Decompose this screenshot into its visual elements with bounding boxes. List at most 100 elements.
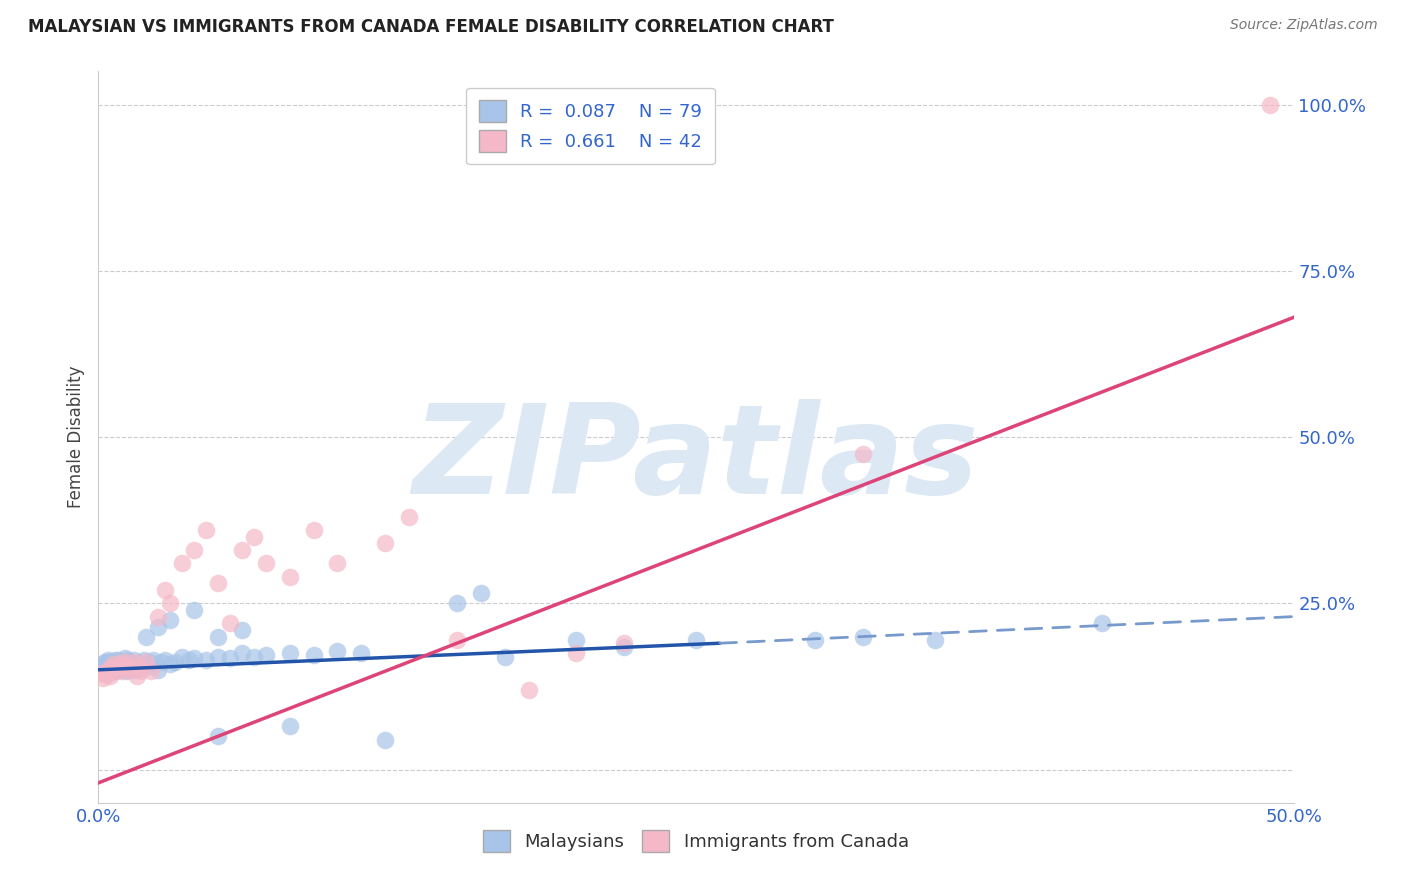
Point bbox=[179, 653, 201, 667]
Point bbox=[446, 632, 468, 647]
Point bbox=[94, 664, 117, 678]
Point bbox=[108, 661, 131, 675]
Point bbox=[128, 656, 150, 670]
Point bbox=[302, 523, 325, 537]
Point bbox=[131, 664, 153, 678]
Point bbox=[114, 655, 136, 669]
Point bbox=[565, 632, 588, 647]
Point bbox=[374, 732, 396, 747]
Point bbox=[183, 603, 205, 617]
Point bbox=[108, 656, 131, 670]
Point bbox=[155, 582, 177, 597]
Point bbox=[302, 648, 325, 663]
Point bbox=[852, 630, 875, 644]
Point bbox=[155, 653, 177, 667]
Point bbox=[121, 657, 143, 672]
Point bbox=[326, 557, 349, 571]
Point bbox=[183, 543, 205, 558]
Point bbox=[172, 649, 194, 664]
Point bbox=[1258, 97, 1281, 112]
Point bbox=[243, 649, 266, 664]
Point bbox=[107, 659, 129, 673]
Point bbox=[98, 655, 122, 669]
Point bbox=[107, 663, 129, 677]
Point bbox=[124, 653, 146, 667]
Point bbox=[139, 659, 162, 673]
Point bbox=[135, 657, 157, 672]
Point bbox=[98, 669, 122, 683]
Point bbox=[118, 659, 141, 673]
Point bbox=[207, 729, 229, 743]
Point bbox=[159, 596, 181, 610]
Point bbox=[517, 682, 540, 697]
Point bbox=[326, 644, 349, 658]
Point bbox=[804, 632, 827, 647]
Point bbox=[97, 664, 120, 678]
Point bbox=[104, 664, 127, 678]
Point bbox=[128, 659, 150, 673]
Point bbox=[183, 650, 205, 665]
Point bbox=[278, 570, 301, 584]
Point bbox=[101, 657, 124, 672]
Text: Source: ZipAtlas.com: Source: ZipAtlas.com bbox=[1230, 18, 1378, 32]
Point bbox=[107, 653, 129, 667]
Point bbox=[135, 655, 157, 669]
Point bbox=[446, 596, 468, 610]
Point bbox=[139, 664, 162, 678]
Point bbox=[149, 655, 172, 669]
Point bbox=[278, 646, 301, 660]
Text: MALAYSIAN VS IMMIGRANTS FROM CANADA FEMALE DISABILITY CORRELATION CHART: MALAYSIAN VS IMMIGRANTS FROM CANADA FEMA… bbox=[28, 18, 834, 36]
Point bbox=[374, 536, 396, 550]
Point bbox=[111, 659, 134, 673]
Point bbox=[94, 659, 117, 673]
Point bbox=[124, 663, 146, 677]
Point bbox=[91, 671, 114, 685]
Point bbox=[565, 646, 588, 660]
Point bbox=[115, 659, 138, 673]
Point bbox=[219, 616, 242, 631]
Point bbox=[207, 576, 229, 591]
Point bbox=[613, 636, 636, 650]
Point bbox=[108, 657, 131, 672]
Point bbox=[148, 609, 170, 624]
Point bbox=[91, 663, 114, 677]
Point bbox=[97, 666, 120, 681]
Point bbox=[470, 586, 492, 600]
Point bbox=[114, 663, 136, 677]
Point bbox=[111, 655, 134, 669]
Point bbox=[231, 623, 253, 637]
Point bbox=[398, 509, 420, 524]
Point bbox=[350, 646, 373, 660]
Point bbox=[97, 657, 120, 672]
Point bbox=[104, 661, 127, 675]
Point bbox=[104, 653, 127, 667]
Text: ZIPatlas: ZIPatlas bbox=[413, 399, 979, 519]
Point bbox=[107, 657, 129, 672]
Y-axis label: Female Disability: Female Disability bbox=[67, 366, 86, 508]
Point bbox=[94, 668, 117, 682]
Point bbox=[90, 659, 112, 673]
Point bbox=[101, 664, 124, 678]
Point bbox=[125, 669, 148, 683]
Point bbox=[98, 661, 122, 675]
Point bbox=[118, 663, 141, 677]
Point bbox=[195, 523, 218, 537]
Point bbox=[114, 650, 136, 665]
Point bbox=[118, 655, 141, 669]
Point bbox=[132, 653, 155, 667]
Point bbox=[852, 447, 875, 461]
Point bbox=[125, 659, 148, 673]
Point bbox=[924, 632, 946, 647]
Point bbox=[94, 655, 117, 669]
Point bbox=[115, 653, 138, 667]
Point bbox=[98, 657, 122, 672]
Point bbox=[101, 656, 124, 670]
Point bbox=[254, 557, 277, 571]
Point bbox=[98, 663, 122, 677]
Point bbox=[115, 664, 138, 678]
Point bbox=[148, 663, 170, 677]
Point bbox=[97, 653, 120, 667]
Legend: Malaysians, Immigrants from Canada: Malaysians, Immigrants from Canada bbox=[475, 823, 917, 860]
Point bbox=[111, 664, 134, 678]
Point bbox=[159, 657, 181, 672]
